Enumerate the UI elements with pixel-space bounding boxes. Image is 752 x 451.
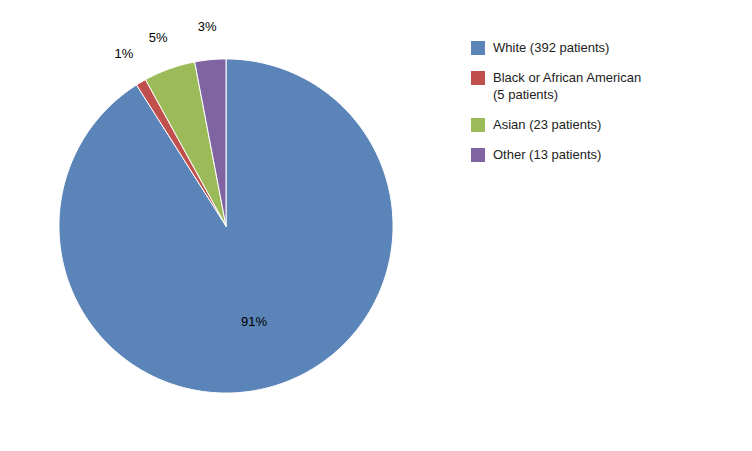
svg-text:1%: 1% <box>115 46 134 61</box>
html-text:Asian (23 patients): Asian (23 patients) <box>493 116 602 132</box>
html-text:White (392 patients): White (392 patients) <box>493 40 610 55</box>
svg-text:3%: 3% <box>198 19 217 34</box>
svg-text:91%: 91% <box>241 314 267 329</box>
svg-text:5%: 5% <box>149 30 168 45</box>
html-text:Black or African American (5 p: Black or African American (5 patients) <box>493 70 642 102</box>
html-text:Other (13 patients): Other (13 patients) <box>493 147 602 162</box>
